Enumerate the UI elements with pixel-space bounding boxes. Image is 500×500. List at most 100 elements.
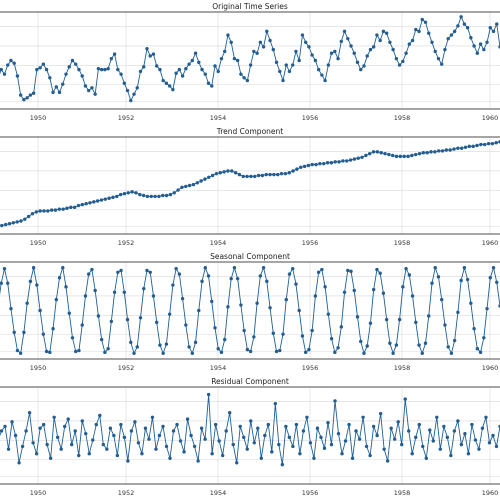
trend-data-point <box>84 202 88 206</box>
seasonal-data-point <box>239 303 243 307</box>
residual-data-point <box>291 444 295 449</box>
original-data-point <box>261 45 266 49</box>
original-data-point <box>51 90 55 95</box>
trend-data-point <box>310 162 314 167</box>
trend-panel-title: Trend Component <box>216 127 284 136</box>
trend-data-point <box>253 174 257 179</box>
original-data-point <box>349 44 353 48</box>
original-panel-title: Original Time Series <box>212 2 288 11</box>
original-data-point <box>381 29 386 34</box>
seasonal-data-point <box>12 330 16 335</box>
original-data-point <box>132 92 136 96</box>
seasonal-data-point <box>339 325 343 329</box>
original-data-point <box>352 51 356 55</box>
seasonal-data-point <box>187 345 191 349</box>
seasonal-data-point <box>371 287 376 292</box>
trend-data-point <box>341 159 345 163</box>
seasonal-data-point <box>193 340 198 345</box>
residual-data-point <box>473 438 478 442</box>
residual-data-point <box>315 426 320 430</box>
trend-data-point <box>3 222 8 227</box>
seasonal-data-point <box>86 272 91 276</box>
trend-data-point <box>241 174 245 179</box>
x-tick-label: 1958 <box>394 239 411 247</box>
x-tick-label: 1956 <box>302 489 319 497</box>
seasonal-data-point <box>44 349 49 354</box>
x-tick-label: 1960 <box>482 489 499 497</box>
seasonal-data-point <box>70 336 75 340</box>
original-data-point <box>323 78 327 83</box>
original-data-point <box>41 62 46 66</box>
residual-data-point <box>375 433 379 438</box>
original-data-point <box>404 51 408 55</box>
seasonal-data-point <box>171 283 175 287</box>
original-data-point <box>171 87 175 92</box>
trend-data-point <box>222 170 226 174</box>
seasonal-data-point <box>469 301 473 305</box>
seasonal-data-point <box>423 341 428 345</box>
residual-data-point <box>428 428 432 432</box>
residual-data-point <box>10 420 14 424</box>
original-data-point <box>407 42 412 46</box>
residual-data-point <box>470 422 474 427</box>
residual-data-point <box>459 442 464 447</box>
original-data-point <box>44 67 49 72</box>
panel-residual: Residual Component 1950 1952 1954 1956 1958 19… <box>0 377 500 497</box>
residual-data-point <box>477 447 481 451</box>
trend-data-point <box>95 199 100 203</box>
residual-data-point <box>129 429 134 433</box>
panel-original: Original Time Series 1950 1952 1954 1956 1958… <box>0 2 500 122</box>
seasonal-data-point <box>349 269 353 274</box>
residual-data-point <box>168 456 172 460</box>
residual-data-point <box>452 429 457 433</box>
residual-data-point <box>421 444 425 449</box>
trend-data-point <box>249 174 253 179</box>
trend-data-point <box>92 200 96 204</box>
residual-data-point <box>6 447 11 451</box>
trend-data-point <box>356 156 360 160</box>
trend-data-point <box>260 173 265 178</box>
trend-data-point <box>145 194 150 199</box>
trend-data-point <box>164 193 169 198</box>
original-data-point <box>362 64 366 68</box>
seasonal-data-point <box>362 351 366 355</box>
seasonal-data-point <box>125 317 130 322</box>
trend-data-point <box>429 150 433 154</box>
residual-data-point <box>308 441 313 445</box>
trend-data-point <box>287 171 291 175</box>
trend-data-point <box>413 152 418 157</box>
seasonal-data-point <box>129 340 133 345</box>
seasonal-data-point <box>255 301 259 305</box>
seasonal-data-point <box>404 266 408 271</box>
trend-series-line <box>0 141 500 227</box>
trend-data-point <box>72 205 77 210</box>
residual-data-point <box>154 447 158 451</box>
seasonal-data-point <box>485 306 489 311</box>
residual-data-point <box>17 461 21 465</box>
original-data-point <box>274 60 279 65</box>
x-tick-label: 1960 <box>482 114 499 122</box>
residual-data-point <box>206 392 211 397</box>
seasonal-data-point <box>459 278 463 283</box>
trend-data-point <box>452 147 456 151</box>
original-data-point <box>64 72 68 76</box>
residual-data-point <box>199 426 204 430</box>
original-data-point <box>161 78 165 83</box>
seasonal-data-point <box>303 350 308 355</box>
seasonal-data-point <box>274 349 279 354</box>
seasonal-data-point <box>122 290 127 294</box>
trend-data-point <box>11 221 16 225</box>
original-data-point <box>142 65 146 69</box>
seasonal-data-point <box>6 281 10 285</box>
original-data-point <box>145 46 149 51</box>
residual-data-point <box>364 444 369 449</box>
residual-data-point <box>150 415 155 419</box>
residual-data-point <box>350 456 355 460</box>
trend-data-point <box>23 217 27 221</box>
original-data-point <box>265 29 269 34</box>
original-data-point <box>430 40 434 44</box>
trend-data-point <box>444 148 449 152</box>
original-data-point <box>310 53 314 57</box>
residual-data-point <box>326 421 330 425</box>
seasonal-data-point <box>346 268 350 273</box>
